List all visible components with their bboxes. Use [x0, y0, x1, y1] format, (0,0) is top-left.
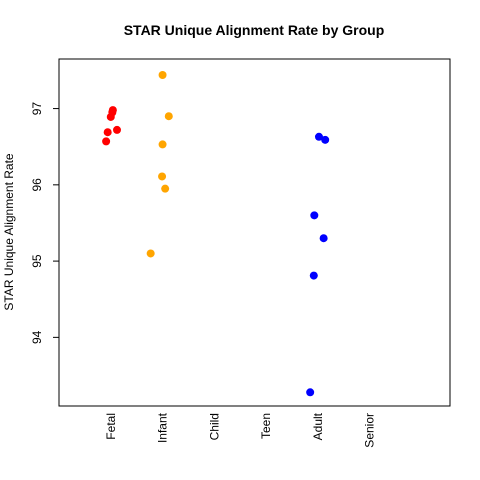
data-points — [102, 71, 330, 397]
data-point-adult — [309, 271, 318, 280]
data-point-fetal — [113, 125, 122, 134]
y-tick-label: 94 — [30, 330, 44, 344]
x-tick-label: Child — [207, 413, 221, 440]
y-tick-label: 96 — [30, 178, 44, 192]
x-axis: Fetal Infant Child Teen Adult Senior — [104, 412, 377, 447]
data-point-infant — [158, 71, 167, 80]
data-point-infant — [164, 112, 173, 121]
data-point-adult — [310, 211, 319, 220]
data-point-fetal — [103, 128, 112, 137]
x-tick-label: Adult — [311, 412, 325, 440]
data-point-adult — [306, 388, 315, 397]
x-tick-label: Senior — [363, 413, 377, 448]
y-tick-label: 95 — [30, 254, 44, 268]
data-point-fetal — [102, 137, 111, 146]
data-point-adult — [319, 234, 328, 243]
data-point-adult — [314, 132, 323, 141]
data-point-infant — [158, 172, 167, 181]
y-axis-label: STAR Unique Alignment Rate — [2, 153, 16, 311]
plot-frame — [58, 58, 451, 407]
y-axis: 94 95 96 97 — [30, 102, 59, 344]
data-point-adult — [321, 135, 330, 144]
x-tick-label: Teen — [259, 413, 273, 439]
data-point-fetal — [106, 112, 115, 121]
data-point-infant — [146, 249, 155, 258]
data-point-infant — [161, 184, 170, 193]
data-point-infant — [158, 140, 167, 149]
x-tick-label: Infant — [156, 412, 170, 443]
x-tick-label: Fetal — [104, 413, 118, 440]
chart-title: STAR Unique Alignment Rate by Group — [124, 22, 385, 38]
y-tick-label: 97 — [30, 102, 44, 116]
